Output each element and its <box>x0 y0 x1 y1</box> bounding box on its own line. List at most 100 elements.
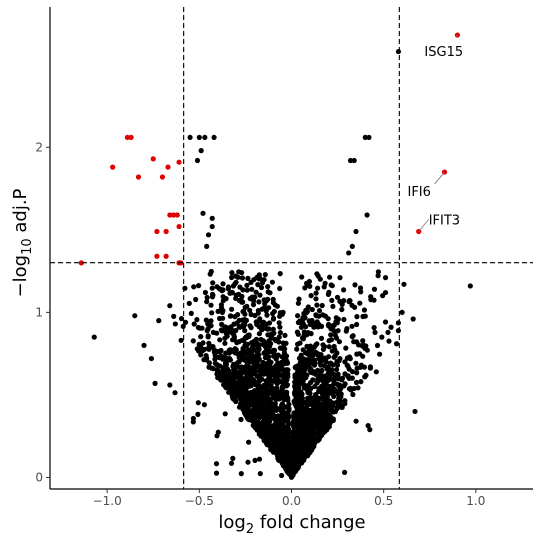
gene-point <box>328 337 335 343</box>
gene-point <box>263 354 269 360</box>
gene-point <box>220 315 226 321</box>
significant-gene-point <box>110 164 116 170</box>
gene-point <box>306 318 312 324</box>
gene-point <box>268 447 274 453</box>
gene-point <box>395 48 402 55</box>
gene-point <box>361 307 367 313</box>
x-tick-label: −1.0 <box>93 494 122 508</box>
gene-point <box>324 377 330 383</box>
gene-point <box>277 330 283 336</box>
gene-point <box>265 284 271 290</box>
gene-point <box>322 428 328 435</box>
gene-point <box>259 392 265 398</box>
gene-point <box>268 349 274 355</box>
gene-point <box>354 321 360 328</box>
gene-point <box>311 324 317 330</box>
gene-point <box>286 421 292 427</box>
gene-point <box>316 308 323 314</box>
gene-point <box>262 342 268 349</box>
gene-point <box>240 309 246 315</box>
significant-gene-point <box>78 260 84 266</box>
gene-point <box>236 317 242 323</box>
gene-point <box>360 313 366 320</box>
gene-point <box>305 395 311 401</box>
annotation-leader <box>418 219 430 232</box>
gene-point <box>328 332 334 338</box>
gene-point <box>393 341 400 347</box>
significant-gene-point <box>124 134 131 141</box>
gene-point <box>213 470 220 476</box>
gene-point <box>333 319 339 325</box>
gene-point <box>275 423 281 430</box>
gene-point <box>399 309 405 315</box>
gene-point <box>206 360 212 366</box>
gene-point <box>253 289 259 295</box>
gene-point <box>299 366 305 372</box>
gene-point <box>244 282 250 288</box>
gene-point <box>282 439 288 445</box>
gene-point <box>212 347 218 353</box>
gene-point <box>341 287 347 293</box>
gene-point <box>219 328 225 334</box>
gene-point <box>203 353 209 359</box>
gene-point <box>255 282 261 288</box>
gene-point <box>242 402 248 408</box>
gene-point <box>295 300 301 306</box>
gene-point <box>285 456 291 462</box>
gene-point <box>276 334 282 340</box>
gene-point <box>208 302 214 308</box>
x-tick-label: 0.5 <box>374 494 393 508</box>
gene-point <box>307 353 313 359</box>
gene-point <box>331 380 337 386</box>
gene-point <box>239 353 245 360</box>
gene-point <box>332 353 338 359</box>
significant-gene-point <box>135 174 142 180</box>
gene-point <box>276 378 282 384</box>
gene-point <box>229 270 235 276</box>
gene-point <box>351 157 357 164</box>
gene-point <box>275 396 282 402</box>
gene-point <box>334 359 340 365</box>
gene-label: ISG15 <box>424 45 463 60</box>
gene-point <box>323 356 329 362</box>
gene-point <box>302 421 308 427</box>
gene-point <box>329 283 335 289</box>
gene-point <box>316 421 322 427</box>
y-axis-title-tail: adj.P <box>10 188 31 238</box>
gene-point <box>196 283 202 289</box>
gene-point <box>246 403 252 409</box>
gene-point <box>317 276 323 282</box>
gene-point <box>237 284 243 290</box>
gene-point <box>208 323 214 329</box>
gene-point <box>335 328 341 334</box>
gene-point <box>209 223 215 230</box>
gene-point <box>217 363 223 369</box>
gene-point <box>263 417 269 423</box>
gene-point <box>367 427 373 433</box>
y-axis-title: −log10 adj.P <box>10 188 35 297</box>
gene-point <box>241 338 247 344</box>
gene-point <box>318 362 324 368</box>
gene-point <box>331 372 337 378</box>
gene-point <box>342 371 348 377</box>
gene-point <box>207 271 213 277</box>
gene-point <box>279 410 285 416</box>
gene-point <box>265 432 271 438</box>
gene-point <box>215 372 221 378</box>
gene-point <box>217 348 224 355</box>
gene-point <box>277 324 283 330</box>
gene-point <box>352 282 358 288</box>
gene-point <box>236 339 242 345</box>
gene-point <box>320 342 326 348</box>
gene-point <box>242 321 248 328</box>
gene-point <box>342 469 348 475</box>
gene-point <box>259 403 265 409</box>
gene-point <box>339 301 345 307</box>
gene-point <box>252 391 258 397</box>
gene-point <box>300 356 307 362</box>
gene-point <box>226 384 232 390</box>
gene-point <box>253 412 259 418</box>
gene-point <box>295 319 301 326</box>
gene-point <box>323 400 329 406</box>
